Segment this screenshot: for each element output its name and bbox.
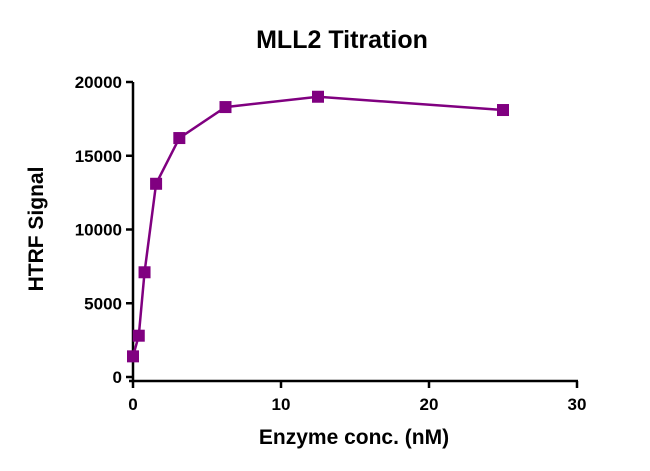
data-point [497,104,509,117]
y-tick-label: 10000 [75,221,122,240]
x-tick-label: 30 [568,395,587,414]
series-layer [127,90,509,363]
y-tick-label: 5000 [84,294,122,313]
data-point [150,177,163,190]
y-tick-label: 0 [113,368,122,387]
y-tick-label: 15000 [75,147,122,166]
x-tick-label: 10 [272,395,291,414]
x-tick-label: 0 [128,395,137,414]
data-point [219,101,232,114]
y-axis-label: HTRF Signal [25,167,48,292]
x-tick-label: 20 [420,395,439,414]
data-point [132,329,145,342]
y-tick-label: 20000 [75,73,122,92]
data-point [312,90,324,103]
data-point [173,132,186,145]
series-line [131,95,504,357]
data-point [127,350,139,363]
chart-title: MLL2 Titration [256,26,428,54]
data-point [138,266,151,279]
x-axis-label: Enzyme conc. (nM) [259,426,449,449]
axes: 0 10 20 30 0 5000 10000 15000 20000 [75,73,587,414]
